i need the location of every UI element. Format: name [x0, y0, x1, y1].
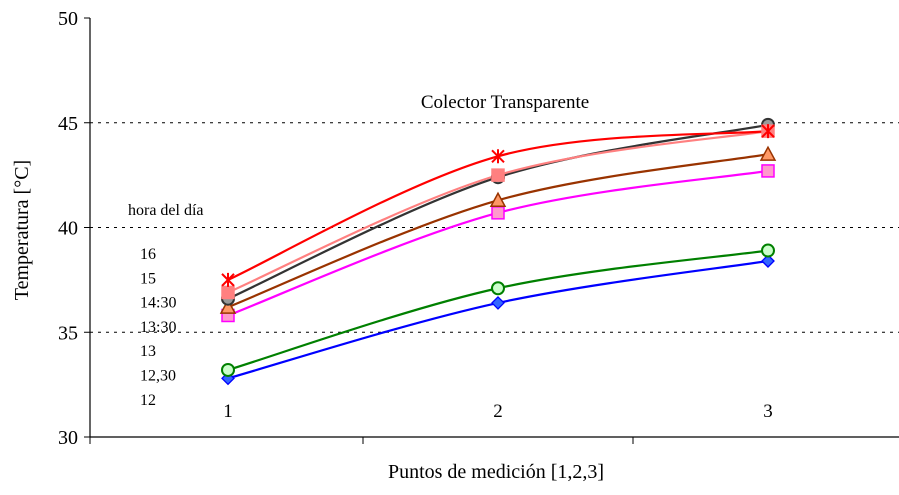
legend-entry: 14:30 [140, 295, 176, 312]
legend-entry: 13:30 [140, 319, 176, 336]
data-point [761, 164, 775, 178]
data-point [219, 298, 237, 314]
y-tick-label: 35 [58, 322, 78, 344]
y-ticks: 30 35 40 45 50 [58, 8, 90, 449]
data-point [761, 243, 775, 258]
data-point [489, 191, 507, 208]
legend-entry: 16 [140, 246, 156, 263]
data-point [221, 285, 235, 300]
chart-title: Colector Transparente [421, 92, 589, 113]
y-tick-label: 50 [58, 8, 78, 30]
x-ticks: 1 2 3 [89, 401, 773, 444]
data-point [491, 168, 505, 182]
series-markers [219, 117, 777, 386]
x-tick-label: 1 [223, 401, 233, 422]
legend-entry: 15 [140, 270, 156, 287]
legend-title: hora del día [128, 202, 204, 219]
x-axis-label: Puntos de medición [1,2,3] [388, 461, 604, 483]
y-tick-label: 30 [58, 427, 78, 449]
x-tick-label: 3 [763, 401, 773, 422]
legend-entry: 13 [140, 343, 156, 360]
series-line [227, 249, 769, 372]
legend-entry: 12,30 [140, 368, 176, 385]
legend: 16 15 14:30 13:30 13 12,30 12 [140, 246, 176, 409]
data-point [221, 362, 235, 377]
data-point [491, 296, 505, 310]
x-tick-label: 2 [493, 401, 503, 422]
y-axis-label: Temperatura [°C] [11, 160, 33, 300]
data-point [491, 149, 505, 164]
data-point [491, 281, 505, 296]
y-tick-label: 40 [58, 218, 78, 240]
data-point [759, 145, 777, 161]
data-point [761, 124, 775, 139]
legend-entry: 12 [140, 392, 156, 409]
data-point [761, 254, 775, 268]
y-tick-label: 45 [58, 113, 78, 135]
data-point [221, 272, 235, 287]
data-point [491, 206, 505, 220]
series-line [227, 259, 769, 380]
